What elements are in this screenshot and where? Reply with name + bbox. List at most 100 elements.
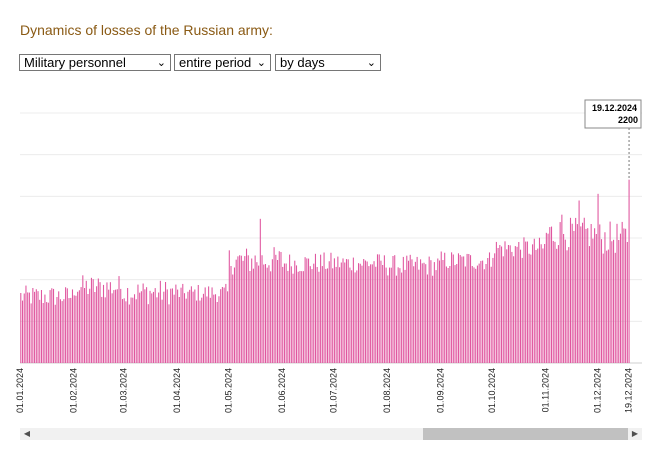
bar[interactable] xyxy=(625,228,627,363)
bar[interactable] xyxy=(78,290,80,363)
bar[interactable] xyxy=(397,267,399,363)
bar[interactable] xyxy=(325,268,327,363)
bar[interactable] xyxy=(583,217,585,363)
bar[interactable] xyxy=(275,254,277,363)
bar[interactable] xyxy=(475,268,477,363)
bar[interactable] xyxy=(342,258,344,363)
bar[interactable] xyxy=(344,262,346,364)
bar[interactable] xyxy=(347,259,349,363)
bar[interactable] xyxy=(538,237,540,363)
bar[interactable] xyxy=(320,254,322,363)
bar[interactable] xyxy=(96,286,98,363)
bar[interactable] xyxy=(196,300,198,363)
bar[interactable] xyxy=(282,266,284,363)
bar[interactable] xyxy=(340,262,342,364)
bar[interactable] xyxy=(464,266,466,364)
bar[interactable] xyxy=(494,253,496,363)
bar[interactable] xyxy=(237,256,239,363)
bar[interactable] xyxy=(404,269,406,363)
bar[interactable] xyxy=(190,286,192,363)
bar[interactable] xyxy=(30,303,32,363)
bar[interactable] xyxy=(390,267,392,363)
bar[interactable] xyxy=(254,255,256,364)
bar[interactable] xyxy=(294,260,296,363)
bar[interactable] xyxy=(587,228,589,363)
bar[interactable] xyxy=(490,266,492,363)
bar[interactable] xyxy=(66,288,68,363)
bar[interactable] xyxy=(532,244,534,363)
bar[interactable] xyxy=(454,265,456,363)
bar[interactable] xyxy=(53,288,55,363)
bar[interactable] xyxy=(580,226,582,363)
bar[interactable] xyxy=(102,284,105,363)
bar[interactable] xyxy=(220,289,222,363)
bar[interactable] xyxy=(56,297,58,363)
bar[interactable] xyxy=(394,255,396,363)
bar[interactable] xyxy=(519,249,522,363)
bar[interactable] xyxy=(585,228,587,363)
bar[interactable] xyxy=(151,293,153,363)
bar[interactable] xyxy=(39,299,41,363)
bar[interactable] xyxy=(40,290,43,363)
bar[interactable] xyxy=(123,298,125,363)
bar[interactable] xyxy=(363,259,365,363)
bar[interactable] xyxy=(256,262,258,363)
bar[interactable] xyxy=(547,233,549,363)
bar[interactable] xyxy=(244,256,246,363)
bar[interactable] xyxy=(209,297,211,363)
bar[interactable] xyxy=(387,275,389,363)
bar[interactable] xyxy=(366,261,368,364)
bar[interactable] xyxy=(621,221,623,363)
bar[interactable] xyxy=(606,250,608,363)
bar[interactable] xyxy=(232,274,234,364)
bar[interactable] xyxy=(523,237,525,363)
bar[interactable] xyxy=(337,256,339,363)
bar[interactable] xyxy=(602,253,604,363)
bar[interactable] xyxy=(85,280,87,363)
bar[interactable] xyxy=(456,264,458,363)
bar[interactable] xyxy=(297,271,299,363)
bar[interactable] xyxy=(550,226,553,363)
bar[interactable] xyxy=(561,214,563,363)
bar[interactable] xyxy=(459,255,461,363)
bar[interactable] xyxy=(82,275,84,363)
bar[interactable] xyxy=(42,303,44,363)
bar[interactable] xyxy=(97,278,99,364)
bar[interactable] xyxy=(461,256,463,363)
horizontal-scrollbar[interactable]: ◀ ▶ xyxy=(20,428,642,440)
bar[interactable] xyxy=(382,265,384,363)
bar[interactable] xyxy=(478,263,480,363)
bar[interactable] xyxy=(170,288,172,363)
bar[interactable] xyxy=(165,282,167,363)
scroll-left-icon[interactable]: ◀ xyxy=(23,429,31,438)
bar[interactable] xyxy=(389,267,391,363)
bar[interactable] xyxy=(383,255,385,363)
bar[interactable] xyxy=(270,271,272,363)
bar[interactable] xyxy=(513,256,515,363)
bar[interactable] xyxy=(197,285,199,363)
bar[interactable] xyxy=(183,293,186,363)
bar[interactable] xyxy=(352,257,354,363)
bar[interactable] xyxy=(516,246,518,363)
bar[interactable] xyxy=(395,275,397,363)
bar[interactable] xyxy=(452,254,454,364)
bar[interactable] xyxy=(554,241,556,363)
bar[interactable] xyxy=(111,293,113,363)
bar[interactable] xyxy=(457,253,460,363)
bar[interactable] xyxy=(582,222,584,363)
bar[interactable] xyxy=(113,290,115,363)
bar[interactable] xyxy=(166,289,168,363)
bar[interactable] xyxy=(65,287,67,363)
bar[interactable] xyxy=(471,266,473,363)
bar[interactable] xyxy=(295,265,298,363)
bar[interactable] xyxy=(127,288,129,363)
bar[interactable] xyxy=(25,285,27,363)
bar[interactable] xyxy=(588,246,590,363)
bar[interactable] xyxy=(364,260,366,364)
bar[interactable] xyxy=(194,289,196,364)
bar[interactable] xyxy=(451,252,453,363)
bar[interactable] xyxy=(285,263,287,364)
bar[interactable] xyxy=(433,262,435,363)
bar[interactable] xyxy=(27,292,29,363)
bar[interactable] xyxy=(242,260,244,363)
